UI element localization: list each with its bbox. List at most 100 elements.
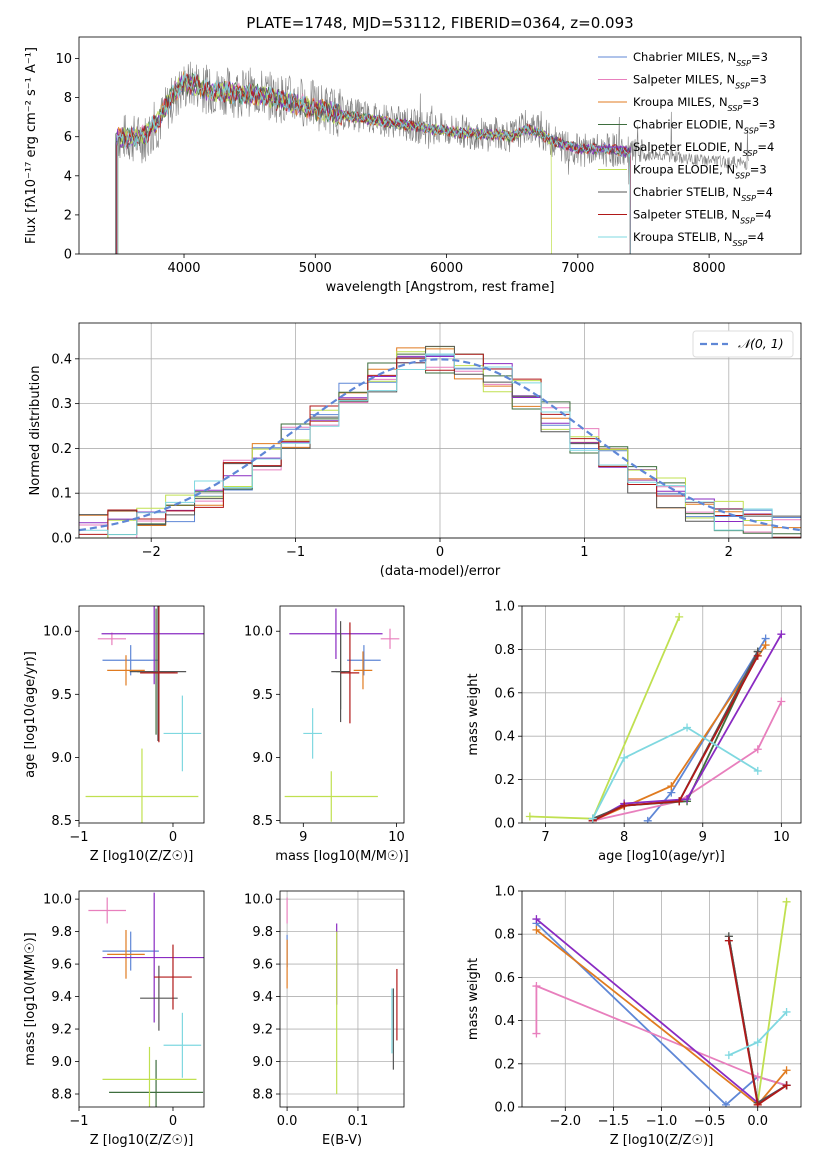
y-tick-label: 1.0 — [494, 885, 515, 900]
histogram-series — [79, 345, 801, 526]
plot-area — [525, 612, 786, 823]
spectrum-model-line — [117, 71, 631, 254]
x-axis-label: wavelength [Angstrom, rest frame] — [326, 280, 555, 295]
x-tick-label: 5000 — [299, 261, 332, 276]
chart-weight-vs-age: 7 8 9 10 0.0 0.2 0.4 0.6 0.8 1.0 age [log10(age/yr… — [466, 600, 802, 864]
plot-area — [88, 892, 204, 1107]
x-tick-label: 8000 — [693, 261, 726, 276]
axes-frame — [521, 605, 802, 824]
x-tick-label: −1 — [286, 545, 305, 560]
x-tick-label: 0.0 — [747, 1114, 768, 1129]
chart-residuals: −2 −1 0 1 2 0.0 0.1 0.2 0.3 0.4 (data-model)/error… — [28, 322, 802, 579]
weight-point-marker — [753, 1100, 762, 1107]
x-tick-label: 0 — [436, 545, 444, 560]
y-axis-label: Normed distribution — [28, 366, 43, 496]
y-tick-label: 0.4 — [51, 352, 72, 367]
y-tick-label: 0 — [64, 248, 72, 263]
y-tick-label: 0.8 — [494, 928, 515, 943]
histogram-series — [79, 355, 801, 538]
axes-frame — [78, 605, 205, 824]
weight-point-marker — [683, 723, 692, 732]
weight-point-marker — [675, 797, 684, 806]
weight-point-marker — [753, 745, 762, 754]
y-tick-label: 10.0 — [244, 893, 273, 908]
y-tick-label: 10 — [55, 52, 72, 67]
x-tick-label: 2 — [725, 545, 733, 560]
y-tick-label: 0.0 — [494, 817, 515, 832]
y-axis-label: Flux [fλ10⁻¹⁷ erg cm⁻² s⁻¹ A⁻¹] — [24, 47, 39, 244]
y-tick-label: 9.0 — [252, 1055, 273, 1070]
y-tick-label: 0.1 — [51, 487, 72, 502]
plot-area — [85, 606, 204, 823]
chart-mass-vs-ebv: 0.0 0.1 8.8 9.0 9.2 9.4 9.6 9.8 10.0 E(B-V) — [244, 890, 405, 1148]
x-tick-label: 7000 — [561, 261, 594, 276]
y-tick-label: 4 — [64, 169, 72, 184]
y-tick-label: 9.4 — [51, 990, 72, 1005]
weight-series-line — [591, 726, 759, 820]
x-tick-label: 0 — [169, 830, 177, 845]
weight-point-marker — [532, 982, 541, 991]
y-tick-label: 9.6 — [51, 958, 72, 973]
x-tick-label: −2.0 — [550, 1114, 582, 1129]
y-axis-label: age [log10(age/yr)] — [23, 651, 38, 778]
y-tick-label: 8.8 — [51, 1088, 72, 1103]
weight-point-marker — [532, 1029, 541, 1038]
weight-point-marker — [675, 612, 684, 621]
weight-point-marker — [643, 816, 652, 823]
x-tick-label: 1 — [580, 545, 588, 560]
weight-series-line — [647, 638, 767, 822]
y-tick-label: 0.4 — [494, 730, 515, 745]
y-tick-label: 0.2 — [494, 1057, 515, 1072]
weight-point-marker — [782, 897, 791, 906]
chart-age-vs-mass: 9 10 8.5 9.0 9.5 10.0 mass [log10(M/M☉)] — [244, 605, 409, 864]
weight-point-marker — [620, 753, 629, 762]
y-tick-label: 0.4 — [494, 1014, 515, 1029]
y-tick-label: 9.5 — [252, 688, 273, 703]
y-tick-label: 8.5 — [51, 814, 72, 829]
weight-point-marker — [753, 766, 762, 775]
x-tick-label: 10 — [388, 830, 405, 845]
legend: Chabrier MILES, NSSP=3 Salpeter MILES, NS… — [598, 50, 775, 248]
y-tick-label: 9.2 — [252, 1023, 273, 1038]
weight-point-marker — [588, 814, 597, 823]
axes-frame — [78, 322, 802, 539]
weight-point-marker — [777, 630, 786, 639]
weight-point-marker — [777, 697, 786, 706]
x-axis-label: mass [log10(M/M☉)] — [275, 849, 408, 864]
legend-label: Chabrier MILES, NSSP=3 — [633, 50, 768, 68]
y-tick-label: 2 — [64, 208, 72, 223]
weight-series-line — [756, 901, 788, 1103]
x-tick-label: 10 — [773, 830, 790, 845]
weight-series-line — [592, 655, 759, 822]
plot-area — [532, 897, 791, 1107]
spectrum-model-line — [115, 74, 631, 254]
weight-point-marker — [753, 651, 762, 660]
y-axis-label: mass weight — [466, 958, 481, 1040]
axes-frame — [279, 890, 405, 1108]
legend-label: Kroupa MILES, NSSP=3 — [633, 95, 759, 113]
x-tick-label: 0 — [169, 1114, 177, 1129]
x-axis-label: Z [log10(Z/Z☉)] — [90, 1133, 194, 1148]
x-axis-label: E(B-V) — [322, 1133, 362, 1148]
x-tick-label: 0.1 — [348, 1114, 369, 1129]
y-tick-label: 0.6 — [494, 971, 515, 986]
histogram-series — [79, 353, 801, 538]
legend-label: Salpeter MILES, NSSP=3 — [633, 73, 767, 91]
chart-mass-vs-z: −1 0 8.8 9.0 9.2 9.4 9.6 9.8 10.0 Z [log10(Z/Z☉)]… — [23, 890, 205, 1148]
spectrum-model-line — [115, 72, 631, 254]
weight-point-marker — [753, 1038, 762, 1047]
weight-point-marker — [782, 1066, 791, 1075]
legend-label: Salpeter STELIB, NSSP=4 — [633, 208, 772, 226]
weight-point-marker — [525, 812, 534, 821]
figure-title: PLATE=1748, MJD=53112, FIBERID=0364, z=0… — [246, 14, 633, 32]
x-tick-label: 4000 — [167, 261, 200, 276]
weight-series-line — [592, 651, 759, 820]
axes-frame — [279, 605, 405, 824]
histogram-series — [79, 353, 801, 538]
y-tick-label: 9.2 — [51, 1023, 72, 1038]
x-tick-label: 0.0 — [277, 1114, 298, 1129]
x-tick-label: −0.5 — [694, 1114, 726, 1129]
axes-frame — [78, 890, 205, 1108]
weight-point-marker — [532, 915, 541, 924]
plot-area — [286, 897, 398, 1095]
